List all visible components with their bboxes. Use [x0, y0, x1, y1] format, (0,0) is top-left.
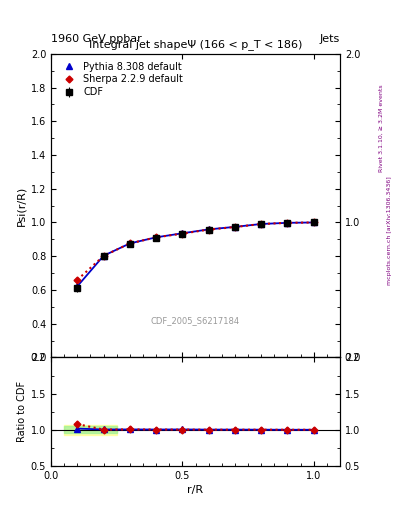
Y-axis label: Ratio to CDF: Ratio to CDF: [17, 381, 27, 442]
Sherpa 2.2.9 default: [75, 277, 80, 283]
Sherpa 2.2.9 default: [127, 240, 132, 246]
Text: Rivet 3.1.10, ≥ 3.2M events: Rivet 3.1.10, ≥ 3.2M events: [379, 84, 384, 172]
Text: mcplots.cern.ch [arXiv:1306.3436]: mcplots.cern.ch [arXiv:1306.3436]: [387, 176, 392, 285]
Pythia 8.308 default: [127, 240, 132, 246]
Title: Integral jet shapeΨ (166 < p_T < 186): Integral jet shapeΨ (166 < p_T < 186): [89, 39, 302, 50]
Legend: Pythia 8.308 default, Sherpa 2.2.9 default, CDF: Pythia 8.308 default, Sherpa 2.2.9 defau…: [56, 58, 186, 100]
Line: Sherpa 2.2.9 default: Sherpa 2.2.9 default: [75, 220, 316, 282]
Sherpa 2.2.9 default: [180, 230, 185, 237]
Pythia 8.308 default: [311, 220, 316, 226]
Pythia 8.308 default: [154, 234, 158, 241]
Pythia 8.308 default: [233, 224, 237, 230]
Text: CDF_2005_S6217184: CDF_2005_S6217184: [151, 316, 240, 326]
Sherpa 2.2.9 default: [154, 234, 158, 241]
Sherpa 2.2.9 default: [233, 224, 237, 230]
Y-axis label: Psi(r/R): Psi(r/R): [17, 185, 27, 226]
Text: 1960 GeV ppbar: 1960 GeV ppbar: [51, 33, 142, 44]
Sherpa 2.2.9 default: [259, 221, 264, 227]
Pythia 8.308 default: [101, 252, 106, 259]
Pythia 8.308 default: [259, 221, 264, 227]
Line: Pythia 8.308 default: Pythia 8.308 default: [75, 220, 316, 289]
Sherpa 2.2.9 default: [206, 226, 211, 232]
X-axis label: r/R: r/R: [187, 485, 204, 495]
Pythia 8.308 default: [285, 220, 290, 226]
Sherpa 2.2.9 default: [285, 220, 290, 226]
Text: Jets: Jets: [320, 33, 340, 44]
Pythia 8.308 default: [75, 283, 80, 289]
Pythia 8.308 default: [180, 230, 185, 237]
Sherpa 2.2.9 default: [311, 220, 316, 226]
Sherpa 2.2.9 default: [101, 253, 106, 259]
Pythia 8.308 default: [206, 226, 211, 232]
